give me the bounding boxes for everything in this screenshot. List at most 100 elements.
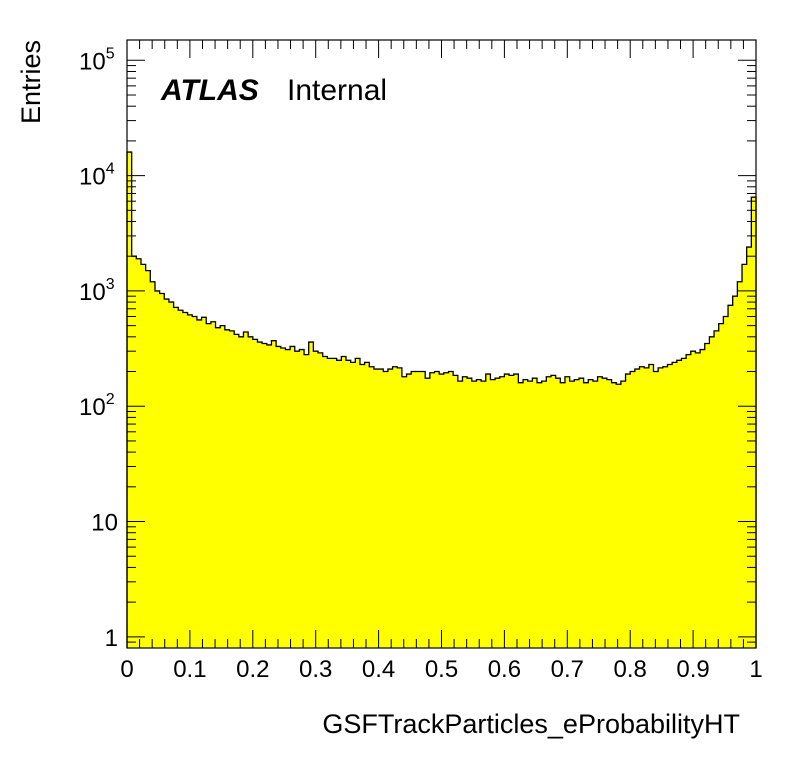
histogram-bin [248, 336, 254, 648]
histogram-bin [569, 381, 575, 648]
histogram-bin [192, 316, 198, 648]
histogram-bin [658, 367, 664, 648]
histogram-bin [262, 343, 268, 648]
histogram-bin [182, 312, 189, 648]
histogram-bin [648, 364, 655, 648]
histogram-bin [690, 351, 697, 648]
histogram-bin [196, 319, 203, 648]
x-tick-label: 0 [120, 656, 133, 683]
atlas-label: ATLAS [160, 74, 259, 107]
y-axis-title: Entries [16, 40, 46, 124]
histogram-bin [336, 360, 342, 648]
histogram-bin [406, 374, 412, 648]
histogram-bin [700, 349, 706, 648]
histogram-bin [560, 382, 566, 648]
histogram-bin [676, 360, 683, 648]
histogram-bin [429, 372, 436, 648]
histogram-bin [644, 367, 650, 648]
histogram-bin [574, 379, 580, 648]
histogram-bin [686, 354, 692, 648]
histogram-bin [681, 358, 687, 648]
histogram-bin [462, 376, 468, 648]
histogram-bin [341, 356, 347, 648]
histogram-bin [425, 378, 431, 648]
histogram-bin [728, 305, 734, 648]
x-tick-label: 0.4 [362, 656, 395, 683]
histogram-bin [578, 378, 585, 648]
histogram-bin [476, 379, 482, 648]
histogram-bin [257, 342, 263, 648]
histogram-bin [322, 356, 328, 648]
histogram-bin [140, 264, 147, 648]
histogram-bin [415, 371, 422, 648]
plot-frame [126, 39, 757, 649]
histogram-bin [434, 371, 440, 648]
histogram-bin [481, 381, 487, 648]
histogram-bin [383, 371, 389, 648]
histogram-bin [280, 347, 287, 648]
histogram-bin [420, 371, 426, 648]
histogram-bin [457, 381, 464, 648]
histogram-bin [313, 351, 319, 648]
histogram-bin [541, 381, 547, 648]
histogram-bin [751, 197, 757, 648]
histogram-bin [737, 281, 743, 648]
histogram-bin [229, 330, 235, 648]
histogram-bars [127, 152, 757, 649]
histogram-bin [294, 351, 300, 648]
histogram-bin [606, 379, 613, 648]
histogram-bin [332, 358, 338, 648]
histogram-bin [271, 340, 277, 648]
x-tick-label: 1 [749, 656, 762, 683]
x-tick-label: 0.8 [614, 656, 647, 683]
histogram-bin [411, 371, 417, 648]
histogram-bin [378, 369, 384, 648]
x-tick-labels: 0 0.1 0.2 0.3 0.4 0.5 0.6 0.7 0.8 0.9 1 [120, 656, 762, 683]
histogram-bin [373, 369, 380, 648]
histogram-bin [709, 336, 715, 648]
histogram-bin [746, 247, 752, 648]
histogram-bin [173, 307, 179, 648]
histogram-bin [350, 362, 356, 648]
histogram-bin [550, 375, 557, 648]
histogram-bin [523, 379, 529, 648]
x-axis-title: GSFTrackParticles_eProbabilityHT [322, 709, 740, 739]
histogram-bin [308, 342, 314, 648]
histogram-bin [625, 374, 631, 648]
histogram-bin [732, 296, 738, 648]
x-tick-label: 0.3 [299, 656, 332, 683]
histogram-bin [276, 346, 282, 648]
histogram-bin [639, 366, 645, 648]
histogram-bin [299, 349, 305, 648]
histogram-bin [453, 375, 459, 648]
histogram-bin [234, 334, 240, 648]
histogram-bin [742, 264, 748, 648]
histogram-bin [537, 382, 543, 648]
histogram-bin [564, 376, 571, 648]
histogram-bin [439, 374, 445, 648]
x-tick-label: 0.5 [425, 656, 458, 683]
histogram-bin [499, 376, 505, 648]
histogram-bin [532, 378, 538, 648]
histogram-bin [238, 336, 245, 648]
histogram-bin [714, 330, 720, 648]
histogram-bin [630, 371, 636, 648]
y-tick-label: 102 [79, 391, 115, 421]
y-tick-label: 105 [79, 45, 115, 75]
histogram-bin [620, 381, 627, 648]
histogram-bin [653, 371, 659, 648]
histogram-bin [220, 325, 226, 648]
histogram-bin [224, 329, 231, 648]
histogram-bin [518, 382, 524, 648]
histogram-bin [168, 302, 175, 648]
histogram-bin [285, 349, 291, 648]
histogram-bin [369, 366, 375, 648]
histogram-bin [127, 152, 133, 649]
histogram-bin [243, 332, 249, 648]
histogram-bin [164, 299, 170, 648]
histogram-bin [527, 381, 533, 648]
histogram-bin [555, 378, 561, 648]
x-tick-label: 0.2 [236, 656, 269, 683]
histogram-bin [304, 354, 310, 648]
